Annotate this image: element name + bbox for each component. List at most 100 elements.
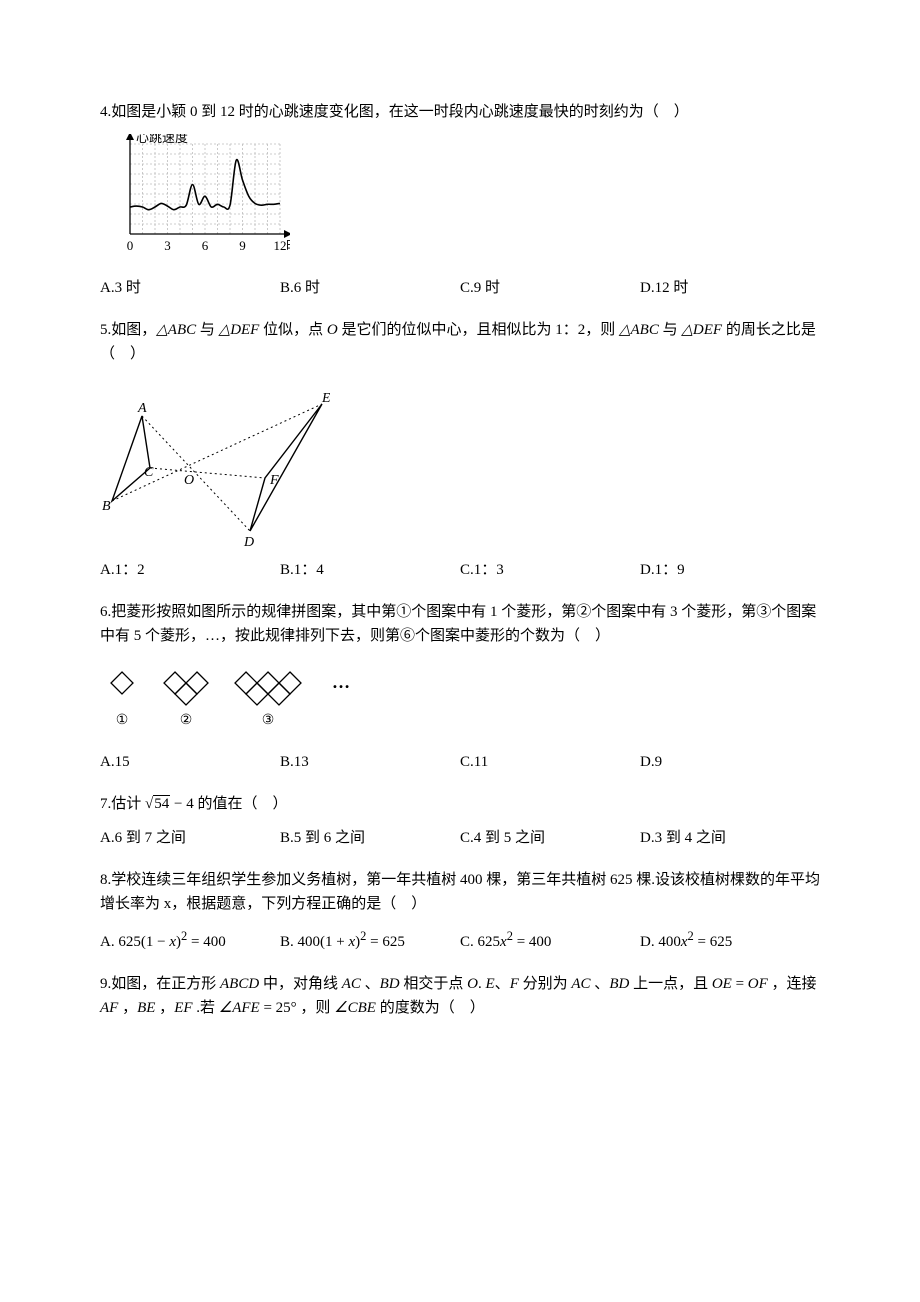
q8-choice-c: C. 625x2 = 400 [460, 926, 640, 954]
q8a-x: x [169, 934, 176, 950]
q9-t8: 、 [591, 976, 610, 992]
q5-choice-d: D.1：9 [640, 558, 820, 582]
q7-choice-d: D.3 到 4 之间 [640, 826, 820, 850]
q6-choice-d: D.9 [640, 750, 820, 774]
question-5: 5.如图， △ABC 与 △DEF 位似，点 O 是它们的位似中心，且相似比为 1… [100, 318, 820, 366]
svg-text:E: E [321, 391, 330, 406]
q5-tri2b: △DEF [681, 322, 722, 338]
question-7: 7.估计 √54 − 4 的值在（ ） [100, 792, 820, 816]
q5-choices: A.1：2 B.1：4 C.1：3 D.1：9 [100, 558, 820, 582]
q8a-label: A. [100, 934, 115, 950]
svg-text:心跳速度: 心跳速度 [136, 134, 188, 145]
question-9: 9.如图，在正方形 ABCD 中，对角线 AC 、BD 相交于点 O. E、F … [100, 972, 820, 1020]
q7-pre: 7.估计 [100, 796, 145, 812]
q6-choice-b: B.13 [280, 750, 460, 774]
svg-text:②: ② [180, 713, 193, 728]
svg-text:0: 0 [127, 238, 134, 253]
q5-m1: 与 [196, 322, 219, 338]
q9-be: BE [137, 1000, 155, 1016]
q8a-c: = 400 [187, 934, 225, 950]
q9-t12: ， [155, 1000, 174, 1016]
q8d-x: x [681, 934, 688, 950]
q9-t15: 的度数为（ ） [376, 1000, 485, 1016]
svg-text:B: B [102, 499, 111, 514]
q9-ac2: AC [571, 976, 590, 992]
q9-ef: EF [174, 1000, 192, 1016]
q5-tri2: △DEF [219, 322, 260, 338]
q4-choice-a: A.3 时 [100, 276, 280, 300]
q8c-x: x [500, 934, 507, 950]
q8-choice-b: B. 400(1 + x)2 = 625 [280, 926, 460, 954]
q7-choice-c: C.4 到 5 之间 [460, 826, 640, 850]
q9-t2: 中，对角线 [259, 976, 342, 992]
q6-diagram: ①②③… [100, 658, 820, 738]
q9-oe: OE [712, 976, 732, 992]
q6-choices: A.15 B.13 C.11 D.9 [100, 750, 820, 774]
q9-abcd: ABCD [220, 976, 259, 992]
q4-choice-b: B.6 时 [280, 276, 460, 300]
q8b-c: = 625 [366, 934, 404, 950]
q8-choice-d: D. 400x2 = 625 [640, 926, 820, 954]
q9-t6: 、 [495, 976, 510, 992]
q8d-label: D. [640, 934, 655, 950]
svg-text:时间: 时间 [286, 238, 290, 253]
q8c-a: 625 [478, 934, 501, 950]
q5-choice-a: A.1：2 [100, 558, 280, 582]
q5-choice-c: C.1：3 [460, 558, 640, 582]
svg-text:D: D [243, 535, 254, 546]
q8a-a: 625(1 − [118, 934, 169, 950]
q5-choice-b: B.1：4 [280, 558, 460, 582]
q5-O: O [327, 322, 338, 338]
q5-pre: 5.如图， [100, 322, 156, 338]
q7-radicand: 54 [153, 795, 170, 812]
q4-chart-svg: 心跳速度 0 3 6 9 12时间 [100, 134, 290, 264]
q9-f: F [510, 976, 519, 992]
q9-bd2: BD [609, 976, 629, 992]
q7-post: 的值在（ ） [194, 796, 288, 812]
q5-diagram-svg: ABCODEF [100, 376, 330, 546]
q4-chart: 心跳速度 0 3 6 9 12时间 [100, 134, 820, 264]
svg-text:③: ③ [262, 713, 275, 728]
q5-tri1b: △ABC [619, 322, 659, 338]
svg-text:12: 12 [274, 238, 287, 253]
question-4: 4.如图是小颖 0 到 12 时的心跳速度变化图，在这一时段内心跳速度最快的时刻… [100, 100, 820, 124]
question-4-text: 4.如图是小颖 0 到 12 时的心跳速度变化图，在这一时段内心跳速度最快的时刻… [100, 104, 689, 120]
svg-text:A: A [137, 401, 147, 416]
q9-ang1: ∠AFE [219, 1000, 260, 1016]
svg-text:9: 9 [239, 238, 246, 253]
q7-choice-a: A.6 到 7 之间 [100, 826, 280, 850]
q6-choice-c: C.11 [460, 750, 640, 774]
q5-m4: 与 [659, 322, 682, 338]
q9-t1: 9.如图，在正方形 [100, 976, 220, 992]
q4-choice-c: C.9 时 [460, 276, 640, 300]
q7-minus4: − 4 [170, 796, 193, 812]
q8-choices: A. 625(1 − x)2 = 400 B. 400(1 + x)2 = 62… [100, 926, 820, 954]
q6-text: 6.把菱形按照如图所示的规律拼图案，其中第①个图案中有 1 个菱形，第②个图案中… [100, 604, 816, 644]
question-8: 8.学校连续三年组织学生参加义务植树，第一年共植树 400 棵，第三年共植树 6… [100, 868, 820, 916]
question-6: 6.把菱形按照如图所示的规律拼图案，其中第①个图案中有 1 个菱形，第②个图案中… [100, 600, 820, 648]
q8-choice-a: A. 625(1 − x)2 = 400 [100, 926, 280, 954]
q9-o: O [467, 976, 478, 992]
q9-eq: = [732, 976, 748, 992]
svg-text:…: … [332, 672, 350, 692]
q8d-a: 400 [658, 934, 681, 950]
q9-af: AF [100, 1000, 118, 1016]
q4-choice-d: D.12 时 [640, 276, 820, 300]
q9-t14: = 25° ，则 [260, 1000, 334, 1016]
q8c-c: = 400 [513, 934, 551, 950]
q6-diagram-svg: ①②③… [100, 658, 360, 738]
svg-text:6: 6 [202, 238, 209, 253]
svg-text:O: O [184, 473, 194, 488]
q5-m3: 是它们的位似中心，且相似比为 1：2，则 [338, 322, 619, 338]
q9-t5: . [478, 976, 486, 992]
q8c-label: C. [460, 934, 474, 950]
q8b-label: B. [280, 934, 294, 950]
q9-ac: AC [342, 976, 361, 992]
q9-of: OF [748, 976, 768, 992]
q9-t13: .若 [193, 1000, 219, 1016]
q9-t3: 、 [361, 976, 380, 992]
q9-t11: ， [118, 1000, 137, 1016]
q5-m2: 位似，点 [259, 322, 327, 338]
q5-diagram: ABCODEF [100, 376, 820, 546]
svg-text:3: 3 [164, 238, 171, 253]
